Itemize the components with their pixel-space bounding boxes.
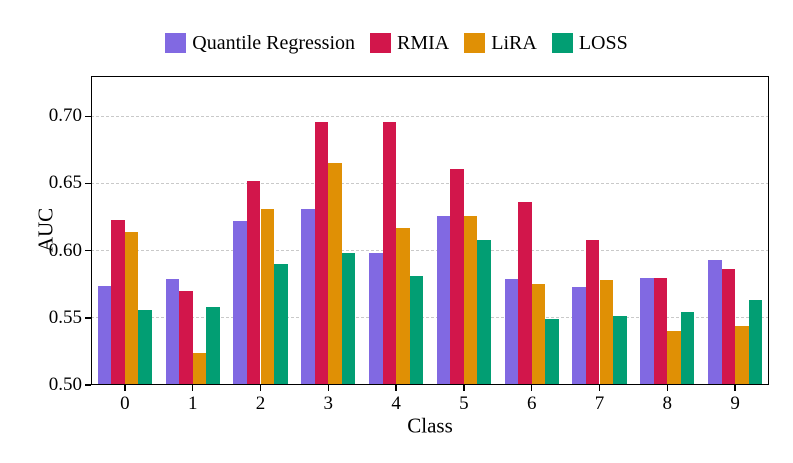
legend-item-lira: LiRA bbox=[464, 31, 537, 55]
x-tick-mark bbox=[124, 385, 126, 391]
bar-lira-class-4 bbox=[396, 227, 410, 385]
x-tick-mark bbox=[734, 385, 736, 391]
x-tick-mark bbox=[327, 385, 330, 391]
x-tick-label: 0 bbox=[120, 393, 130, 414]
y-tick-mark bbox=[85, 115, 91, 118]
legend: Quantile Regression RMIA LiRA LOSS bbox=[0, 31, 793, 55]
x-tick-label: 3 bbox=[323, 393, 334, 414]
bar-loss-class-3 bbox=[341, 253, 356, 385]
y-tick-mark bbox=[85, 317, 91, 319]
bar-quantile-regression-class-1 bbox=[165, 278, 180, 385]
bar-loss-class-8 bbox=[680, 312, 695, 385]
legend-swatch-icon bbox=[464, 33, 486, 53]
bar-lira-class-6 bbox=[531, 284, 546, 385]
x-tick-mark bbox=[666, 385, 669, 391]
legend-item-quantile-regression: Quantile Regression bbox=[165, 31, 355, 55]
y-tick-label: 0.50 bbox=[48, 374, 82, 395]
x-tick-label: 6 bbox=[526, 393, 537, 414]
bar-quantile-regression-class-4 bbox=[368, 253, 383, 385]
y-tick-label: 0.70 bbox=[48, 105, 82, 127]
legend-item-rmia: RMIA bbox=[370, 31, 449, 55]
legend-item-loss: LOSS bbox=[551, 31, 628, 55]
bar-lira-class-9 bbox=[735, 325, 749, 385]
y-tick-mark bbox=[85, 249, 91, 252]
bar-rmia-class-6 bbox=[518, 202, 532, 385]
x-tick-label: 4 bbox=[391, 393, 401, 414]
bar-rmia-class-5 bbox=[450, 168, 464, 385]
bar-loss-class-4 bbox=[409, 276, 424, 385]
bar-quantile-regression-class-9 bbox=[707, 260, 722, 385]
x-tick-label: 2 bbox=[255, 393, 266, 414]
bar-quantile-regression-class-3 bbox=[301, 209, 315, 385]
x-axis-label: Class bbox=[407, 413, 453, 438]
legend-swatch-icon bbox=[551, 33, 573, 53]
legend-swatch-icon bbox=[370, 33, 392, 53]
bar-rmia-class-0 bbox=[111, 219, 125, 385]
bar-quantile-regression-class-0 bbox=[97, 285, 112, 385]
x-tick-label: 1 bbox=[187, 393, 198, 414]
x-tick-mark bbox=[395, 385, 397, 391]
gridline bbox=[91, 182, 769, 184]
bar-loss-class-0 bbox=[138, 309, 152, 385]
x-tick-mark bbox=[598, 385, 601, 391]
y-tick-label: 0.60 bbox=[48, 239, 82, 261]
bar-lira-class-7 bbox=[599, 280, 614, 385]
gridline bbox=[91, 250, 769, 252]
gridline bbox=[91, 317, 769, 319]
legend-label: Quantile Regression bbox=[192, 32, 356, 54]
bar-loss-class-6 bbox=[545, 319, 559, 385]
legend-label: LiRA bbox=[491, 32, 537, 54]
bar-quantile-regression-class-5 bbox=[436, 215, 451, 385]
legend-label: RMIA bbox=[397, 32, 450, 54]
bar-quantile-regression-class-6 bbox=[504, 278, 519, 385]
y-tick-mark bbox=[85, 182, 91, 185]
bar-rmia-class-3 bbox=[314, 121, 329, 385]
bar-lira-class-2 bbox=[260, 209, 275, 385]
x-tick-label: 7 bbox=[594, 393, 605, 414]
bar-rmia-class-8 bbox=[653, 277, 668, 385]
bar-rmia-class-2 bbox=[246, 180, 261, 385]
bar-loss-class-9 bbox=[748, 300, 763, 385]
bar-loss-class-1 bbox=[206, 307, 220, 385]
bar-loss-class-2 bbox=[274, 264, 288, 385]
legend-label: LOSS bbox=[578, 32, 628, 54]
y-tick-label: 0.65 bbox=[48, 172, 82, 194]
x-tick-label: 8 bbox=[662, 393, 673, 414]
y-tick-mark bbox=[85, 384, 91, 386]
bar-lira-class-1 bbox=[192, 352, 207, 385]
x-tick-mark bbox=[463, 385, 465, 391]
legend-swatch-icon bbox=[165, 33, 187, 53]
bar-lira-class-3 bbox=[328, 163, 342, 385]
x-tick-label: 9 bbox=[730, 393, 740, 414]
bar-loss-class-7 bbox=[613, 316, 627, 385]
bar-quantile-regression-class-7 bbox=[572, 286, 586, 385]
bar-quantile-regression-class-8 bbox=[640, 277, 654, 385]
gridline bbox=[91, 115, 769, 117]
bar-rmia-class-9 bbox=[721, 269, 736, 385]
x-tick-label: 5 bbox=[459, 393, 469, 414]
x-tick-mark bbox=[530, 385, 533, 391]
bar-lira-class-5 bbox=[463, 215, 478, 385]
x-tick-mark bbox=[259, 385, 262, 391]
bar-rmia-class-7 bbox=[585, 239, 600, 385]
bar-rmia-class-4 bbox=[382, 121, 397, 385]
y-tick-label: 0.55 bbox=[48, 306, 82, 328]
plot-area bbox=[91, 76, 769, 385]
bar-loss-class-5 bbox=[477, 239, 491, 385]
bar-quantile-regression-class-2 bbox=[233, 221, 247, 385]
x-tick-mark bbox=[191, 385, 194, 391]
bar-rmia-class-1 bbox=[179, 290, 193, 385]
bar-lira-class-0 bbox=[124, 231, 139, 385]
bar-lira-class-8 bbox=[667, 331, 681, 385]
